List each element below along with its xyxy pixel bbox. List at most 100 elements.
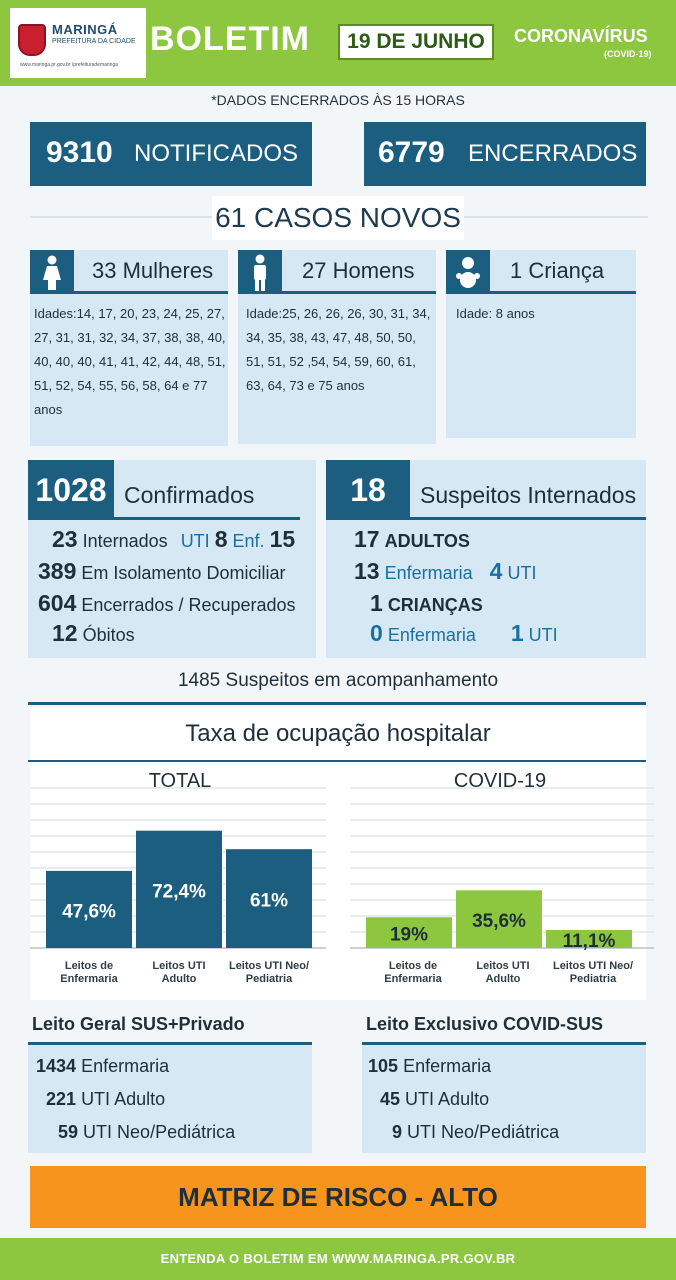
deaths-row: 12 Óbitos [52, 620, 135, 647]
children-icu-label: UTI [528, 625, 558, 645]
covid-beds-ward: 105 Enfermaria [368, 1056, 491, 1077]
woman-icon [30, 250, 74, 294]
chart-total-value-label-3: 61% [250, 891, 288, 912]
general-ward-number: 1434 [36, 1056, 77, 1076]
chart-covid-bar-3 [546, 930, 632, 948]
notificados-number: 9310 [46, 136, 113, 169]
deaths-number: 12 [52, 620, 78, 646]
confirmed-label: Confirmados [124, 482, 255, 508]
covid-beds-underline [362, 1042, 646, 1045]
general-beds-icu-neo: 59 UTI Neo/Pediátrica [58, 1122, 235, 1143]
logo-name: MARINGÁ [52, 22, 118, 37]
recovered-number: 604 [38, 590, 77, 616]
men-count: 27 Homens [302, 258, 415, 283]
children-ward-number: 0 [370, 620, 383, 646]
chart-covid-bar-2 [456, 890, 542, 948]
general-beds-ward: 1434 Enfermaria [36, 1056, 169, 1077]
chart-total-title: TOTAL [148, 770, 212, 792]
chart-covid: 19% 35,6% 11,1% [350, 787, 654, 950]
children-icu-number: 1 [510, 620, 524, 646]
risk-matrix-banner: MATRIZ DE RISCO - ALTO [30, 1166, 646, 1228]
chart-covid-value-label-1: 19% [390, 925, 428, 946]
ward-number: 15 [269, 526, 296, 552]
chart-covid-value-label-2: 35,6% [472, 911, 526, 932]
man-icon [238, 250, 282, 294]
suspects-number: 18 [326, 460, 410, 520]
general-beds-icu-adult: 221 UTI Adulto [46, 1089, 165, 1110]
adults-icu-label: UTI [507, 563, 537, 583]
city-logo: MARINGÁ PREFEITURA DA CIDADE www.maringa… [18, 20, 146, 70]
women-ages: Idades:14, 17, 20, 23, 24, 25, 27, 27, 3… [34, 306, 226, 417]
isolation-label: Em Isolamento Domiciliar [81, 563, 286, 583]
general-ward-label: Enfermaria [81, 1056, 170, 1076]
men-underline [282, 291, 436, 294]
chart-covid-category-1: Leitos de Enfermaria [384, 960, 442, 985]
adults-label: ADULTOS [384, 531, 470, 551]
isolation-row: 389 Em Isolamento Domiciliar [38, 558, 285, 585]
footer-link[interactable]: ENTENDA O BOLETIM EM WWW.MARINGA.PR.GOV.… [0, 1238, 676, 1280]
confirmed-number: 1028 [28, 460, 114, 520]
chart-total-value-label-2: 72,4% [152, 881, 206, 902]
chart-covid-bar-1 [366, 917, 452, 948]
women-underline [74, 291, 228, 294]
ward-label: Enf. [232, 531, 265, 551]
adults-number: 17 [354, 526, 380, 552]
isolation-number: 389 [38, 558, 77, 584]
chart-total-bar-1 [46, 870, 132, 948]
bulletin-title: BOLETIM [150, 20, 310, 58]
encerrados-number: 6779 [378, 136, 445, 169]
covid-beds-icu-neo: 9 UTI Neo/Pediátrica [392, 1122, 559, 1143]
general-beds-box [28, 1045, 312, 1153]
chart-total-category-3: Leitos UTI Neo/ Pediatria [228, 960, 310, 985]
general-icu-neo-label: UTI Neo/Pediátrica [83, 1122, 236, 1142]
suspects-monitoring: 1485 Suspeitos em acompanhamento [177, 670, 499, 691]
recovered-row: 604 Encerrados / Recuperados [38, 590, 296, 617]
chart-total-category-1: Leitos de Enfermaria [60, 960, 118, 985]
chart-total-value-label-1: 47,6% [62, 901, 116, 922]
chart-total: 47,6% 72,4% 61% [30, 787, 326, 949]
covid-ward-label: Enfermaria [403, 1056, 492, 1076]
encerrados-label: ENCERRADOS [468, 140, 638, 167]
icu-label: UTI [180, 531, 210, 551]
child-count: 1 Criança [510, 258, 605, 283]
adults-row: 17 ADULTOS [354, 526, 470, 553]
general-icu-adult-number: 221 [46, 1089, 77, 1109]
chart-total-category-2: Leitos UTI Adulto [152, 960, 206, 985]
suspects-label: Suspeitos Internados [420, 482, 637, 508]
hospitalized-row: 23 Internados UTI 8 Enf. 15 [52, 526, 295, 553]
children-ward-label: Enfermaria [387, 625, 476, 645]
covid-beds-title: Leito Exclusivo COVID-SUS [366, 1014, 604, 1034]
city-seal-icon [18, 24, 46, 56]
deaths-label: Óbitos [82, 625, 135, 645]
logo-subtitle: PREFEITURA DA CIDADE [52, 38, 136, 45]
child-underline [490, 291, 636, 294]
divider [28, 702, 646, 705]
chart-total-bar-2 [136, 830, 222, 948]
chart-total-bar-3 [226, 849, 312, 948]
children-number: 1 [370, 590, 383, 616]
chart-covid-category-2: Leitos UTI Adulto [476, 960, 530, 985]
covid-icu-neo-label: UTI Neo/Pediátrica [407, 1122, 560, 1142]
logo-social: www.maringa.pr.gov.br /prefeiturademarin… [20, 62, 119, 68]
covid-subtitle: (COVID-19) [604, 49, 652, 59]
hospitalized-number: 23 [52, 526, 78, 552]
covid-ward-number: 105 [368, 1056, 399, 1076]
data-cutoff-note: *DADOS ENCERRADOS ÀS 15 HORAS [211, 92, 465, 108]
suspects-underline [410, 517, 646, 520]
adults-beds-row: 13 Enfermaria 4 UTI [354, 558, 536, 585]
divider [28, 760, 646, 762]
notificados-box: 9310 NOTIFICADOS [30, 122, 312, 186]
adults-icu-number: 4 [489, 558, 503, 584]
adults-ward-label: Enfermaria [384, 563, 473, 583]
women-count: 33 Mulheres [92, 258, 214, 283]
confirmed-underline [114, 517, 300, 520]
general-beds-title: Leito Geral SUS+Privado [32, 1014, 245, 1034]
recovered-label: Encerrados / Recuperados [81, 595, 296, 615]
icu-number: 8 [214, 526, 228, 552]
covid-beds-box [362, 1045, 646, 1153]
notificados-label: NOTIFICADOS [134, 140, 299, 167]
covid-beds-icu-adult: 45 UTI Adulto [380, 1089, 489, 1110]
children-beds-row: 0 Enfermaria 1 UTI [370, 620, 558, 647]
children-row: 1 CRIANÇAS [370, 590, 483, 617]
occupancy-section [30, 708, 646, 1000]
